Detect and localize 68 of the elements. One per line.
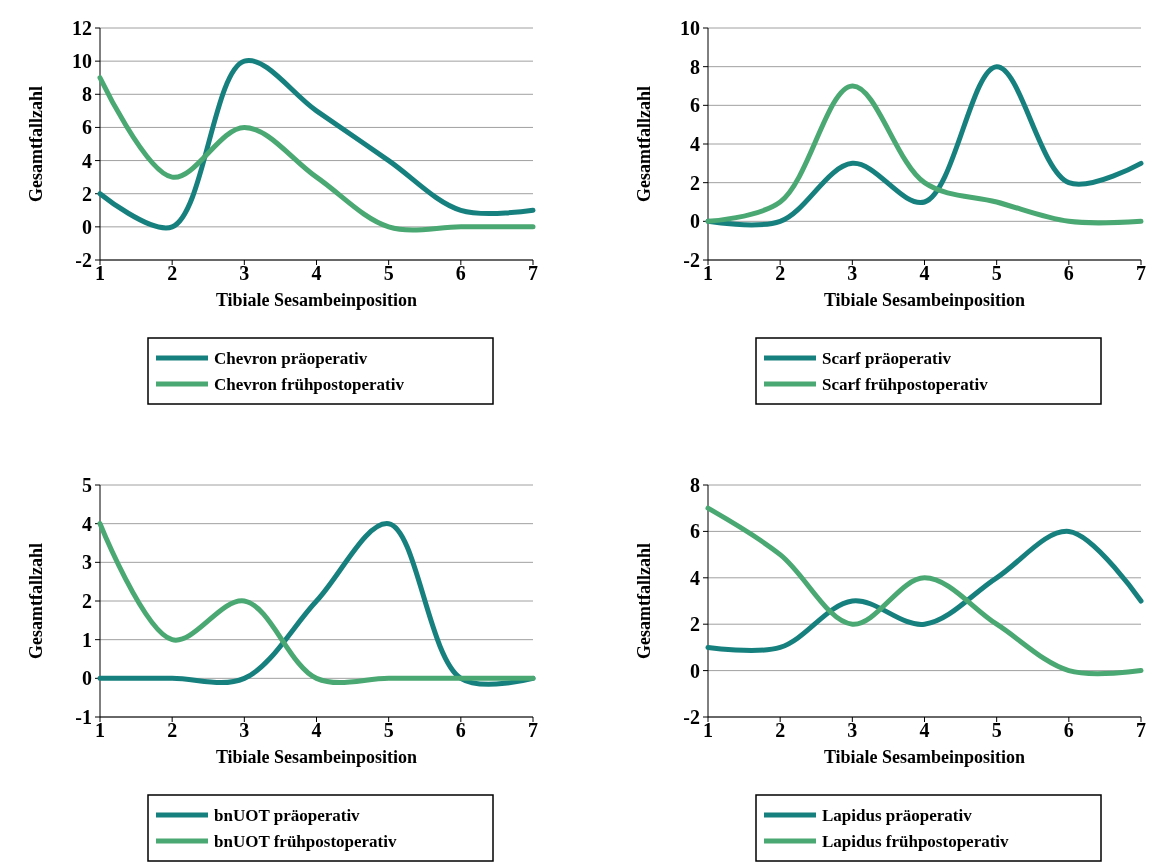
x-tick-label: 5 xyxy=(991,262,1002,284)
legend-label: Lapidus präoperativ xyxy=(822,805,973,825)
x-tick-label: 5 xyxy=(383,262,394,284)
y-tick-label: 2 xyxy=(690,613,700,636)
x-tick-label: 7 xyxy=(1136,719,1146,741)
x-axis-title: Tibiale Sesambeinposition xyxy=(823,290,1026,310)
x-tick-label: 5 xyxy=(991,719,1002,741)
y-tick-label: 10 xyxy=(72,50,92,73)
y-tick-label: 2 xyxy=(690,171,700,194)
legend-label: Chevron präoperativ xyxy=(214,348,368,368)
x-tick-label: 6 xyxy=(455,262,466,284)
legend-label: Lapidus frühpostoperativ xyxy=(822,831,1010,851)
legend-label: Scarf präoperativ xyxy=(822,348,952,368)
y-axis-title: Gesamtfallzahl xyxy=(634,86,654,202)
y-axis-title: Gesamtfallzahl xyxy=(634,543,654,659)
x-tick-label: 7 xyxy=(1136,262,1146,284)
x-tick-label: 3 xyxy=(239,262,250,284)
y-tick-label: -2 xyxy=(683,706,700,728)
y-tick-label: 0 xyxy=(82,667,92,690)
legend-label: Scarf frühpostoperativ xyxy=(822,374,989,394)
x-tick-label: 2 xyxy=(775,719,786,741)
x-tick-label: 7 xyxy=(528,719,538,741)
y-tick-label: 3 xyxy=(82,551,92,574)
y-tick-label: 10 xyxy=(680,17,700,39)
y-axis-title: Gesamtfallzahl xyxy=(26,543,46,659)
y-tick-label: 12 xyxy=(72,17,92,39)
x-tick-label: 3 xyxy=(239,719,250,741)
y-tick-label: 0 xyxy=(690,659,700,682)
y-tick-label: 6 xyxy=(82,116,92,139)
x-tick-label: 6 xyxy=(1063,262,1074,284)
y-tick-label: 0 xyxy=(82,215,92,238)
x-tick-label: 3 xyxy=(847,719,858,741)
x-tick-label: 5 xyxy=(383,719,394,741)
y-tick-label: -2 xyxy=(75,249,92,271)
y-tick-label: 6 xyxy=(690,94,700,117)
y-tick-label: 4 xyxy=(690,566,700,589)
y-tick-label: 8 xyxy=(82,83,92,106)
y-tick-label: 2 xyxy=(82,182,92,205)
y-tick-label: 8 xyxy=(690,474,700,496)
y-tick-label: -2 xyxy=(683,249,700,271)
y-tick-label: 4 xyxy=(690,133,700,155)
x-axis-title: Tibiale Sesambeinposition xyxy=(823,747,1026,767)
x-tick-label: 6 xyxy=(1063,719,1074,741)
legend-label: Chevron frühpostoperativ xyxy=(214,374,405,394)
legend-label: bnUOT frühpostoperativ xyxy=(214,831,397,851)
x-tick-label: 2 xyxy=(167,719,178,741)
y-tick-label: 4 xyxy=(82,512,92,535)
legend-label: bnUOT präoperativ xyxy=(214,805,361,825)
y-tick-label: 5 xyxy=(82,474,92,496)
x-tick-label: 2 xyxy=(167,262,178,284)
y-tick-label: -1 xyxy=(75,706,92,728)
y-axis-title: Gesamtfallzahl xyxy=(26,86,46,202)
y-tick-label: 2 xyxy=(82,590,92,612)
x-tick-label: 4 xyxy=(311,262,322,284)
x-tick-label: 2 xyxy=(775,262,786,284)
y-tick-label: 8 xyxy=(690,55,700,78)
y-tick-label: 0 xyxy=(690,210,700,233)
x-tick-label: 6 xyxy=(455,719,466,741)
x-axis-title: Tibiale Sesambeinposition xyxy=(215,290,418,310)
x-tick-label: 4 xyxy=(919,262,930,284)
x-axis-title: Tibiale Sesambeinposition xyxy=(215,747,418,767)
y-tick-label: 6 xyxy=(690,520,700,543)
x-tick-label: 3 xyxy=(847,262,858,284)
x-tick-label: 4 xyxy=(311,719,322,741)
x-tick-label: 4 xyxy=(919,719,930,741)
y-tick-label: 4 xyxy=(82,149,92,172)
y-tick-label: 1 xyxy=(82,628,92,651)
x-tick-label: 7 xyxy=(528,262,538,284)
